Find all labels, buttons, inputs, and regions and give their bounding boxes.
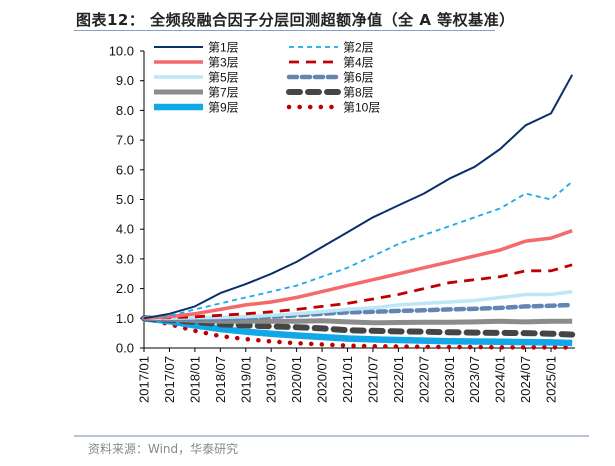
y-tick-label: 1.0 — [116, 311, 134, 326]
series-line-10 — [141, 316, 575, 350]
source-note: 资料来源：Wind，华泰研究 — [88, 442, 239, 456]
x-tick-label: 2020/01 — [289, 356, 304, 403]
x-tick-label: 2020/07 — [315, 356, 330, 403]
x-tick-label: 2018/01 — [187, 356, 202, 403]
legend-label: 第2层 — [343, 41, 374, 55]
legend-label: 第5层 — [208, 71, 239, 85]
y-tick-label: 7.0 — [116, 133, 134, 148]
legend-label: 第4层 — [343, 56, 374, 70]
chart-title: 图表12： 全频段融合因子分层回测超额净值（全 A 等权基准） — [76, 11, 515, 29]
series-line-3 — [143, 229, 573, 321]
y-tick-label: 3.0 — [116, 251, 134, 266]
title-divider — [74, 30, 495, 31]
series-line-8 — [141, 315, 576, 338]
x-tick-label: 2023/01 — [442, 356, 457, 403]
x-tick-label: 2017/01 — [137, 356, 152, 403]
legend-label: 第7层 — [208, 86, 239, 100]
x-tick-label: 2022/01 — [391, 356, 406, 403]
legend-label: 第3层 — [208, 56, 239, 70]
x-tick-label: 2024/07 — [518, 356, 533, 403]
y-tick-label: 4.0 — [116, 222, 134, 237]
legend-label: 第8层 — [343, 86, 374, 100]
x-tick-label: 2022/07 — [416, 356, 431, 403]
series-line-5 — [144, 289, 573, 321]
series-line-9 — [143, 315, 573, 347]
x-tick-label: 2021/07 — [365, 356, 380, 403]
y-tick-label: 8.0 — [116, 103, 134, 118]
y-tick-label: 5.0 — [116, 192, 134, 207]
legend-label: 第10层 — [343, 101, 380, 115]
y-tick-label: 2.0 — [116, 281, 134, 296]
y-tick-label: 9.0 — [116, 73, 134, 88]
y-tick-label: 0.0 — [116, 341, 134, 356]
legend-label: 第1层 — [208, 41, 239, 55]
x-tick-label: 2021/01 — [340, 356, 355, 403]
source-divider — [74, 435, 589, 437]
x-tick-label: 2024/01 — [493, 356, 508, 403]
legend-label: 第6层 — [343, 71, 374, 85]
series-line-2 — [143, 181, 573, 320]
y-tick-label: 6.0 — [116, 162, 134, 177]
x-tick-label: 2023/07 — [467, 356, 482, 403]
legend-label: 第9层 — [208, 101, 239, 115]
x-tick-label: 2019/01 — [238, 356, 253, 403]
x-tick-label: 2019/07 — [264, 356, 279, 403]
series-line-1 — [143, 74, 574, 320]
x-tick-label: 2017/07 — [162, 356, 177, 403]
series-line-4 — [143, 263, 573, 320]
x-tick-label: 2018/07 — [213, 356, 228, 403]
y-tick-label: 10.0 — [109, 44, 134, 59]
x-tick-label: 2025/01 — [544, 356, 559, 403]
